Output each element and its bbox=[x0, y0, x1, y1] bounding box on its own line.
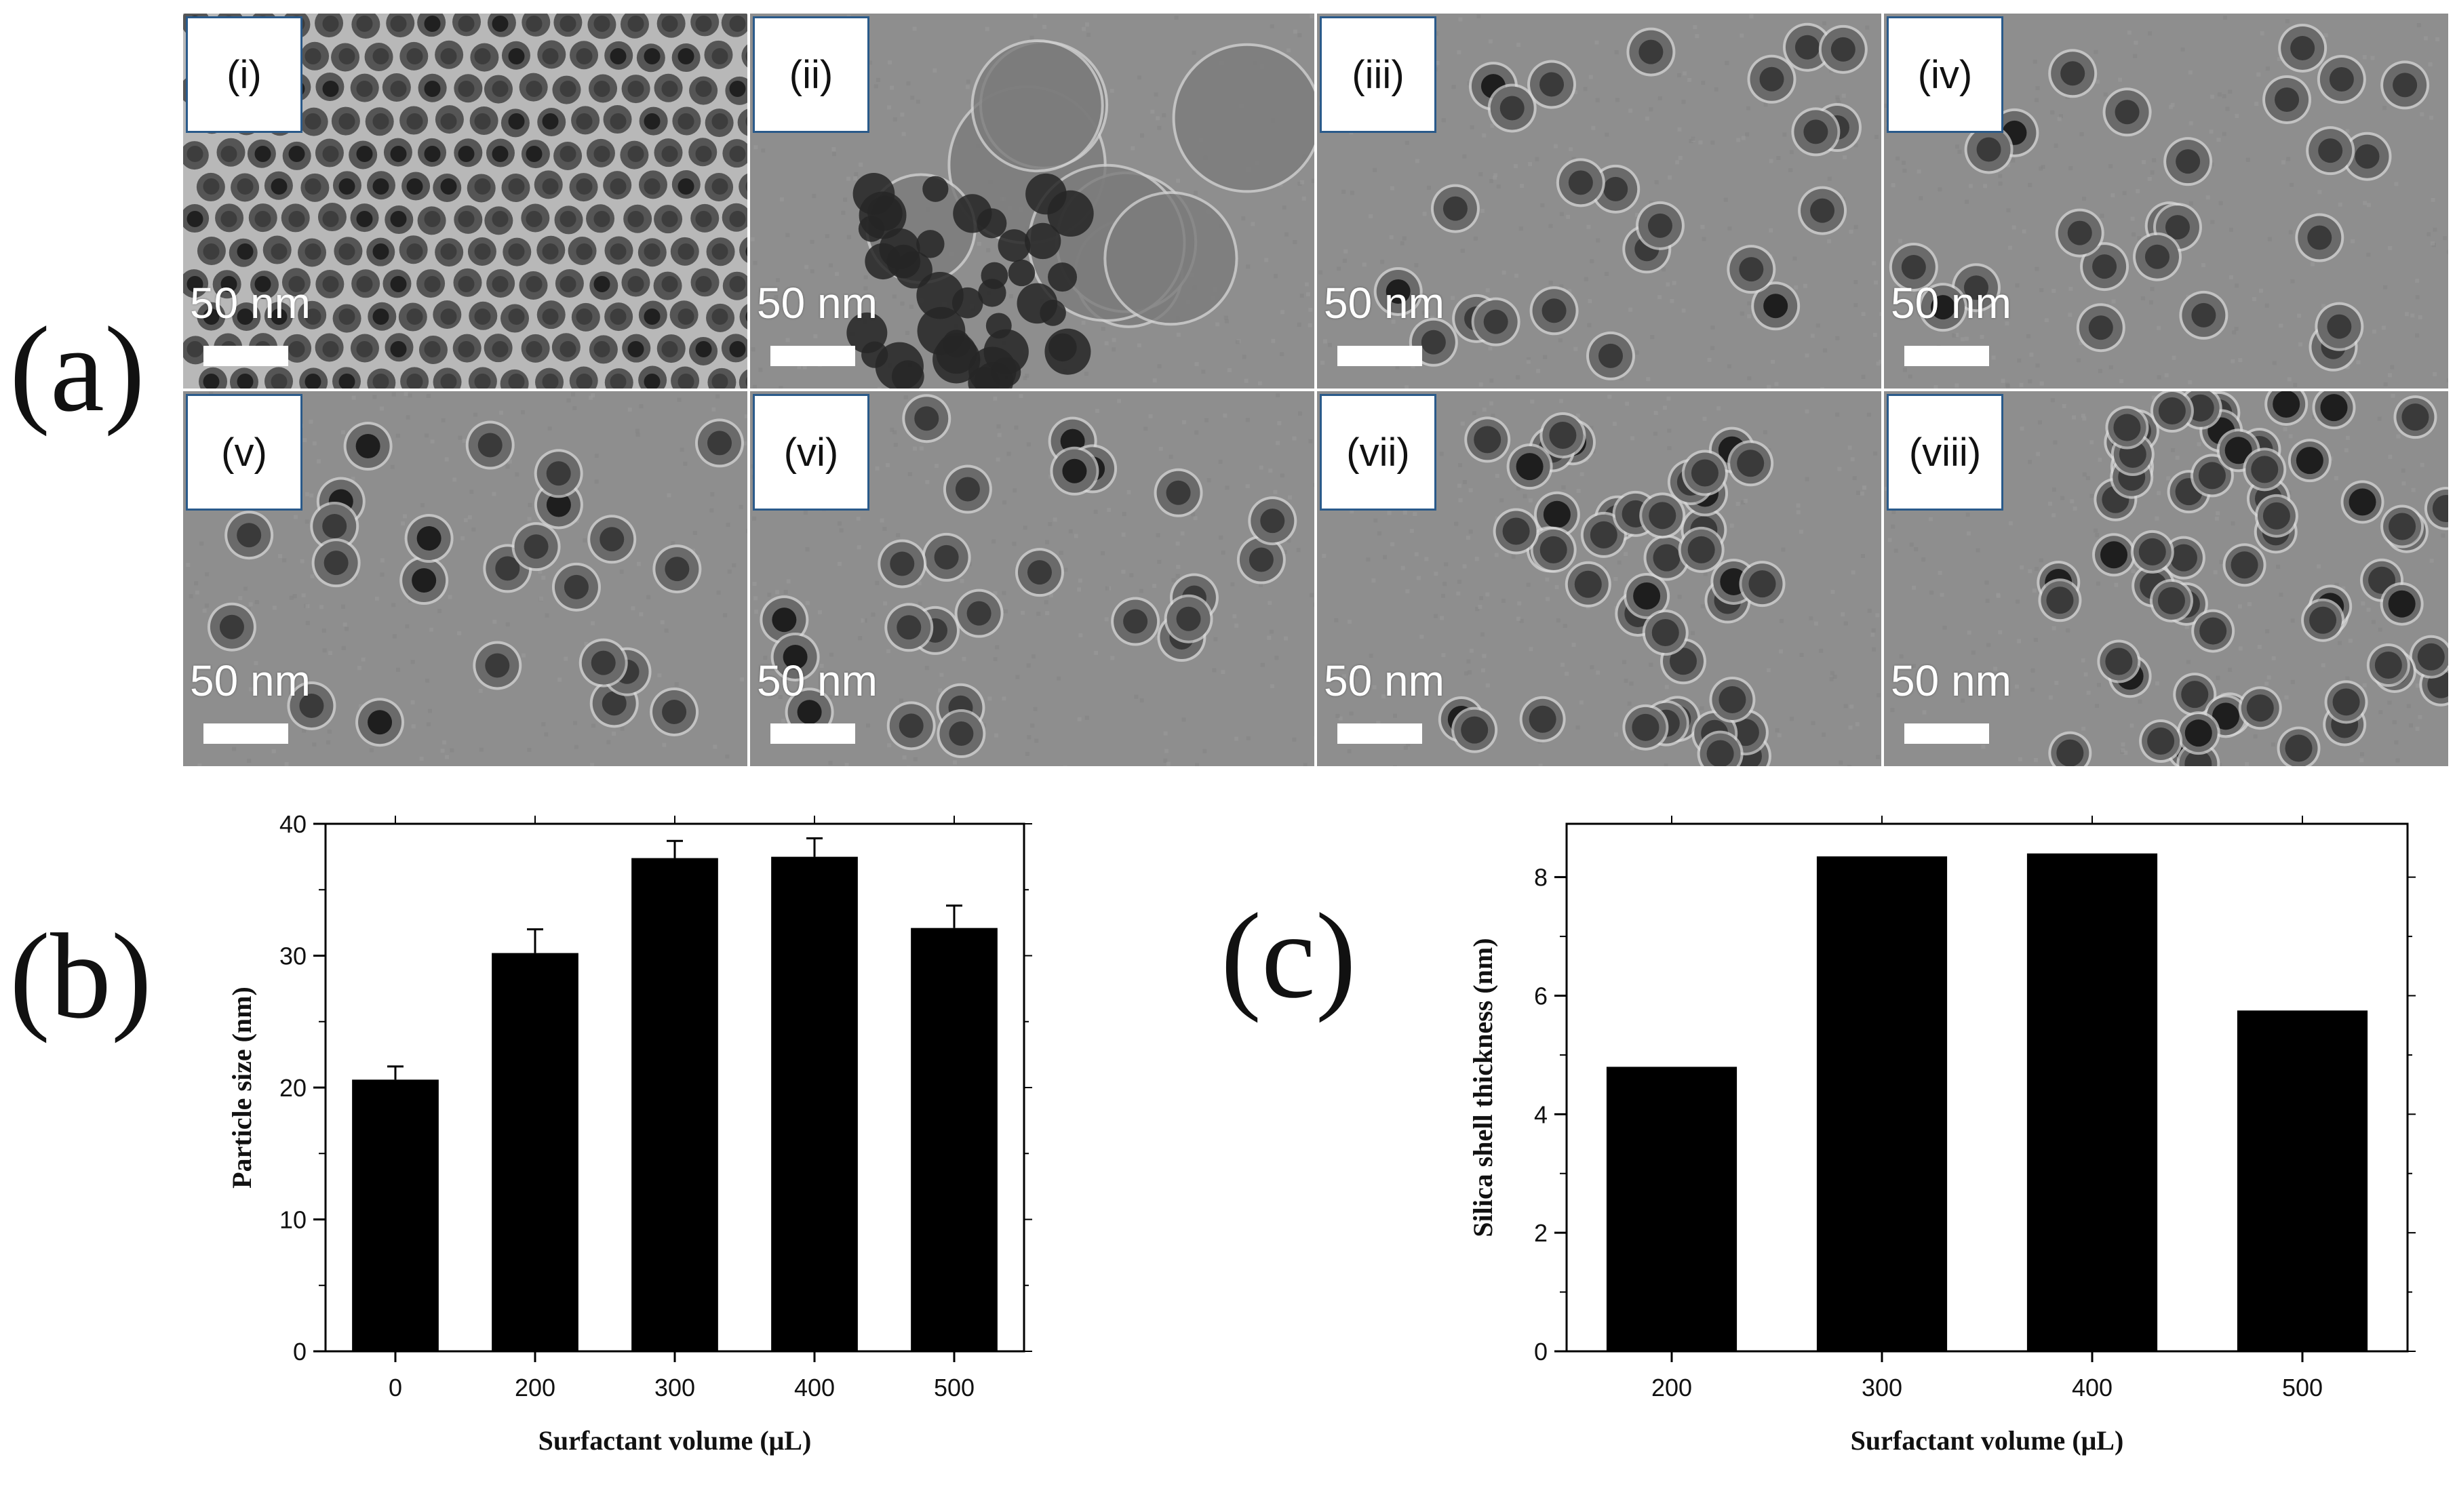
x-axis-title: Surfactant volume (μL) bbox=[1851, 1425, 2124, 1456]
bar bbox=[2237, 1010, 2368, 1351]
x-tick-label: 400 bbox=[794, 1374, 835, 1401]
tem-panel-tag: (viii) bbox=[1887, 394, 2003, 511]
tem-panel-tag: (iv) bbox=[1887, 16, 2003, 133]
tem-micrograph bbox=[183, 391, 747, 766]
scale-bar bbox=[203, 346, 288, 366]
figure-label-b: (b) bbox=[9, 909, 152, 1043]
y-tick-label: 0 bbox=[1534, 1338, 1548, 1366]
x-tick-label: 200 bbox=[515, 1374, 555, 1401]
y-tick-label: 40 bbox=[279, 810, 307, 838]
tem-image-grid: (i) 50 nm (ii) 50 nm (iii) 50 nm (iv) 50 nm (v) 5… bbox=[183, 14, 2448, 766]
tem-panel: (vi) 50 nm bbox=[750, 391, 1314, 766]
tem-panel: (viii) 50 nm bbox=[1884, 391, 2448, 766]
particle-size-chart: 0 10 20 30 40 0 200 300 400 500 Surfactant volume … bbox=[183, 810, 1065, 1505]
x-tick-label: 300 bbox=[654, 1374, 695, 1401]
shell-thickness-chart-svg: 0 2 4 6 8 200 300 400 500 Surfactant volume (μL) S… bbox=[1468, 816, 2416, 1456]
bar bbox=[1816, 856, 1948, 1351]
tem-panel-tag: (vii) bbox=[1320, 394, 1436, 511]
scale-bar-label: 50 nm bbox=[190, 279, 311, 327]
tem-micrograph bbox=[750, 14, 1314, 389]
bar bbox=[352, 1079, 439, 1351]
tem-micrograph bbox=[183, 14, 747, 389]
x-tick-label: 400 bbox=[2072, 1374, 2113, 1401]
bar bbox=[631, 858, 718, 1351]
scale-bar-label: 50 nm bbox=[1324, 279, 1445, 327]
tem-panel: (i) 50 nm bbox=[183, 14, 747, 389]
bar bbox=[911, 928, 998, 1351]
shell-thickness-chart: 0 2 4 6 8 200 300 400 500 Surfactant volume (μL) S… bbox=[1424, 814, 2448, 1505]
x-axis-title: Surfactant volume (μL) bbox=[538, 1425, 812, 1456]
scale-bar-label: 50 nm bbox=[190, 656, 311, 705]
y-tick-label: 0 bbox=[293, 1338, 307, 1366]
scale-bar-label: 50 nm bbox=[757, 279, 878, 327]
x-tick-label: 500 bbox=[2282, 1374, 2323, 1401]
bar bbox=[771, 856, 858, 1351]
tem-micrograph bbox=[1317, 391, 1881, 766]
tem-micrograph bbox=[1317, 14, 1881, 389]
y-axis-title: Particle size (nm) bbox=[227, 987, 257, 1189]
scale-bar-label: 50 nm bbox=[1324, 656, 1445, 705]
tem-panel-tag: (i) bbox=[186, 16, 302, 133]
tem-panel: (iv) 50 nm bbox=[1884, 14, 2448, 389]
scale-bar-label: 50 nm bbox=[757, 656, 878, 705]
scale-bar bbox=[1904, 346, 1989, 366]
tem-panel: (vii) 50 nm bbox=[1317, 391, 1881, 766]
scale-bar-label: 50 nm bbox=[1891, 656, 2011, 705]
tem-panel-tag: (vi) bbox=[753, 394, 869, 511]
tem-panel: (iii) 50 nm bbox=[1317, 14, 1881, 389]
scale-bar bbox=[1337, 723, 1422, 744]
y-tick-label: 20 bbox=[279, 1074, 307, 1102]
tem-panel-tag: (v) bbox=[186, 394, 302, 511]
bar bbox=[2026, 853, 2158, 1351]
scale-bar bbox=[1904, 723, 1989, 744]
tem-panel: (ii) 50 nm bbox=[750, 14, 1314, 389]
tem-micrograph bbox=[1884, 14, 2448, 389]
x-tick-label: 500 bbox=[934, 1374, 975, 1401]
y-axis-title: Silica shell thickness (nm) bbox=[1468, 938, 1498, 1237]
y-tick-label: 6 bbox=[1534, 982, 1548, 1010]
bar bbox=[492, 953, 578, 1351]
y-tick-label: 10 bbox=[279, 1206, 307, 1234]
scale-bar bbox=[770, 723, 855, 744]
tem-panel-tag: (iii) bbox=[1320, 16, 1436, 133]
scale-bar bbox=[203, 723, 288, 744]
x-tick-label: 300 bbox=[1862, 1374, 1902, 1401]
scale-bar bbox=[770, 346, 855, 366]
tem-panel: (v) 50 nm bbox=[183, 391, 747, 766]
figure-label-c: (c) bbox=[1221, 888, 1356, 1023]
y-tick-label: 30 bbox=[279, 942, 307, 970]
x-tick-label: 0 bbox=[389, 1374, 402, 1401]
y-tick-label: 8 bbox=[1534, 864, 1548, 892]
bar bbox=[1606, 1067, 1737, 1351]
y-tick-label: 4 bbox=[1534, 1100, 1548, 1128]
x-tick-label: 200 bbox=[1651, 1374, 1692, 1401]
plot-frame bbox=[1565, 822, 2409, 1353]
scale-bar-label: 50 nm bbox=[1891, 279, 2011, 327]
tem-panel-tag: (ii) bbox=[753, 16, 869, 133]
scale-bar bbox=[1337, 346, 1422, 366]
y-tick-label: 2 bbox=[1534, 1219, 1548, 1247]
figure-label-a: (a) bbox=[9, 302, 145, 437]
